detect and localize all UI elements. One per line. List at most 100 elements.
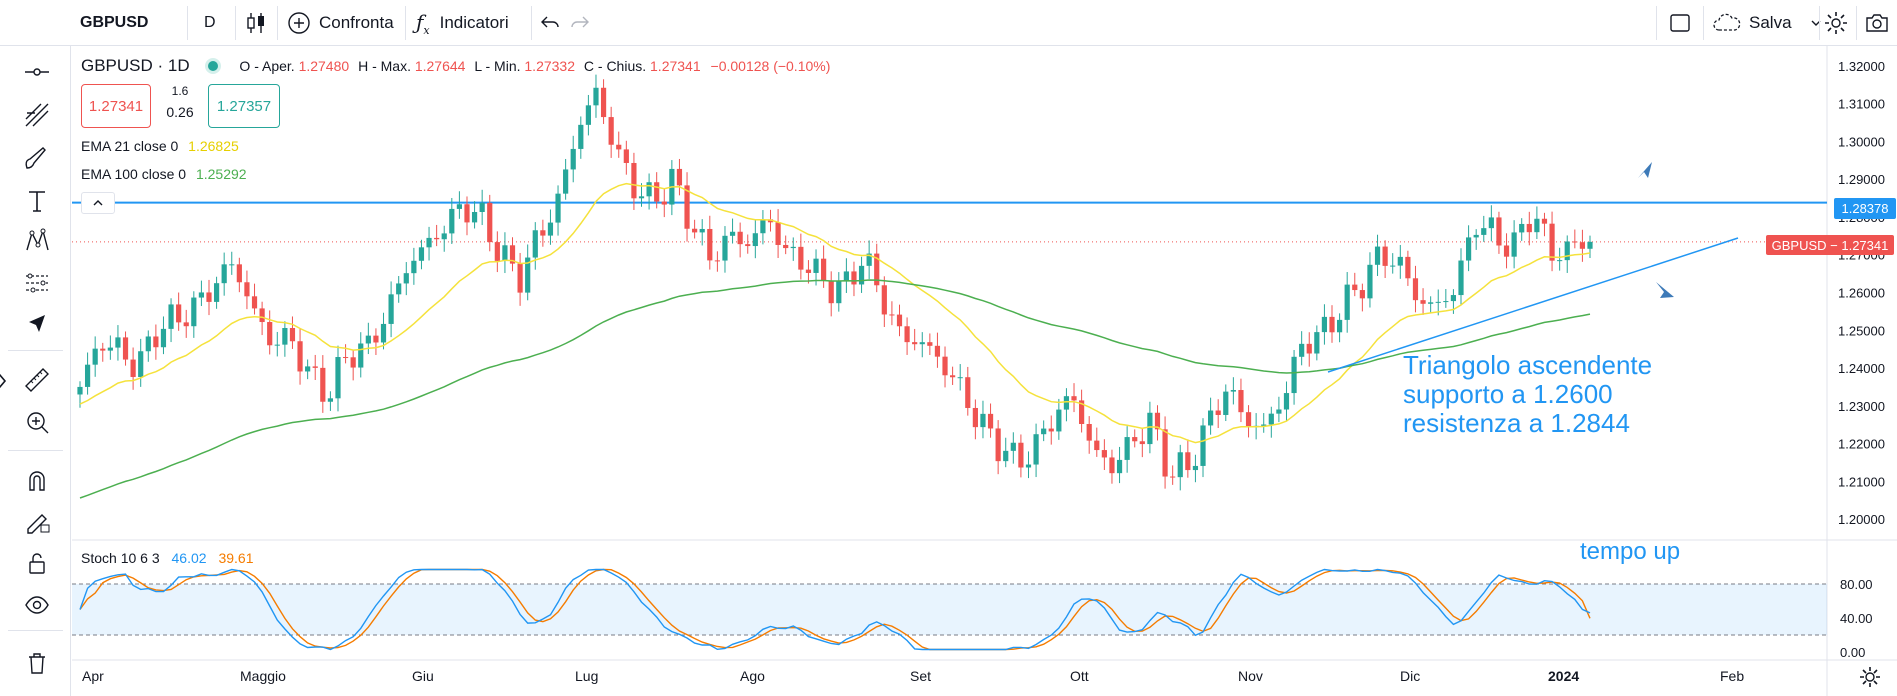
candle-body	[805, 269, 812, 273]
candle-body	[881, 285, 887, 315]
candle-body	[1488, 217, 1494, 229]
candle-body	[821, 258, 827, 281]
annotation-line-2: supporto a 1.2600	[1403, 379, 1613, 409]
legend-symbol: GBPUSD · 1D	[81, 56, 190, 75]
candle-body	[1079, 400, 1085, 425]
buy-price: 1.27357	[216, 97, 272, 115]
candle-body	[1299, 343, 1305, 357]
candle-body	[965, 377, 971, 408]
undo-button[interactable]	[538, 6, 562, 40]
candle-body	[707, 228, 713, 261]
candle-body	[942, 356, 948, 376]
interval-button[interactable]: D	[204, 6, 216, 40]
ema100-line	[79, 279, 1591, 499]
candle-body	[350, 357, 356, 368]
ema21-line	[79, 182, 1591, 444]
change-value: −0.00128 (−0.10%)	[710, 58, 831, 74]
candle-body	[752, 233, 758, 247]
price-tick-label: 1.24000	[1838, 361, 1885, 376]
candle-body	[441, 233, 447, 240]
unlock-icon[interactable]	[22, 548, 52, 578]
candle-body	[1162, 429, 1168, 477]
candle-body	[396, 283, 402, 295]
compare-label: Confronta	[319, 13, 394, 32]
magnet-icon[interactable]	[22, 465, 52, 495]
arrow-up-icon	[1638, 162, 1652, 178]
compare-button[interactable]: Confronta	[287, 6, 394, 40]
candle-body	[722, 235, 728, 261]
brush-icon[interactable]	[22, 143, 52, 173]
candle-body	[980, 413, 986, 428]
candle-body	[1374, 246, 1381, 265]
fx-icon: ƒx	[416, 9, 430, 37]
candle-body	[289, 327, 296, 342]
candle-body	[760, 219, 766, 234]
cloud-icon	[1713, 13, 1741, 31]
candle-body	[896, 314, 903, 327]
candle-body	[585, 105, 591, 125]
ruler-icon[interactable]	[22, 365, 52, 395]
tempo-annotation[interactable]: tempo up	[1580, 537, 1680, 566]
candle-body	[282, 327, 288, 345]
symbol-label: GBPUSD	[80, 14, 149, 31]
lock-drawings-icon[interactable]	[22, 506, 52, 536]
candle-body	[995, 428, 1001, 462]
cursor-icon[interactable]	[22, 309, 52, 339]
eye-icon[interactable]	[22, 590, 52, 620]
candle-body	[1306, 343, 1312, 354]
indicators-button[interactable]: ƒx Indicatori	[416, 6, 509, 40]
candle-body	[1268, 413, 1274, 425]
ema21-legend[interactable]: EMA 21 close 0 1.26825	[81, 138, 239, 154]
settings-button[interactable]	[1823, 6, 1849, 40]
save-button[interactable]: Salva	[1711, 6, 1822, 40]
chart-settings-icon[interactable]	[1857, 664, 1883, 690]
candle-body	[198, 292, 205, 298]
candle-body	[684, 185, 690, 229]
plus-circle-icon	[288, 12, 310, 34]
candle-body	[1549, 223, 1555, 261]
candle-body	[434, 237, 440, 240]
sell-price: 1.27341	[88, 97, 144, 115]
buy-price-button[interactable]: 1.27357	[208, 84, 280, 128]
annotation-line-1: Triangolo ascendente	[1403, 350, 1653, 380]
text-tool-icon[interactable]	[22, 186, 52, 216]
collapse-legend-button[interactable]	[81, 192, 115, 214]
candle-body	[1473, 234, 1479, 238]
candle-body	[563, 169, 569, 194]
candle-body	[972, 407, 978, 428]
price-tick-label: 1.22000	[1838, 437, 1885, 452]
drawing-toolbar	[0, 0, 71, 696]
trash-icon[interactable]	[22, 648, 52, 678]
candle-body	[927, 342, 933, 346]
zoom-in-icon[interactable]	[22, 407, 52, 437]
candle-body	[1564, 241, 1570, 261]
sell-price-button[interactable]: 1.27341	[81, 84, 151, 128]
arrow-down-icon	[1656, 282, 1674, 298]
snapshot-button[interactable]	[1864, 6, 1890, 40]
candle-body	[191, 297, 197, 327]
candle-body	[1132, 437, 1138, 442]
time-tick-label: Apr	[82, 668, 104, 684]
pattern-icon[interactable]	[22, 226, 52, 256]
trend-line-icon[interactable]	[22, 57, 52, 87]
candle-body	[699, 228, 705, 233]
redo-button[interactable]	[568, 6, 592, 40]
candle-body	[616, 144, 622, 150]
fullscreen-button[interactable]	[1668, 6, 1692, 40]
triangle-annotation[interactable]: Triangolo ascendente supporto a 1.2600 r…	[1403, 351, 1652, 438]
time-tick-label: Giu	[412, 668, 434, 684]
chart-type-button[interactable]	[243, 6, 269, 40]
candle-body	[836, 281, 842, 304]
candle-body	[692, 228, 698, 233]
forecast-icon[interactable]	[22, 268, 52, 298]
chevron-up-icon	[93, 200, 103, 206]
price-tick-label: 1.23000	[1838, 399, 1885, 414]
candle-body	[1481, 228, 1487, 235]
stoch-legend[interactable]: Stoch 10 6 3 46.02 39.61	[81, 550, 254, 566]
collapse-toolbar-icon[interactable]	[0, 372, 7, 395]
symbol-search[interactable]: GBPUSD	[80, 6, 148, 40]
stoch-band	[72, 584, 1827, 635]
fib-tool-icon[interactable]	[22, 100, 52, 130]
ema100-legend[interactable]: EMA 100 close 0 1.25292	[81, 166, 247, 182]
